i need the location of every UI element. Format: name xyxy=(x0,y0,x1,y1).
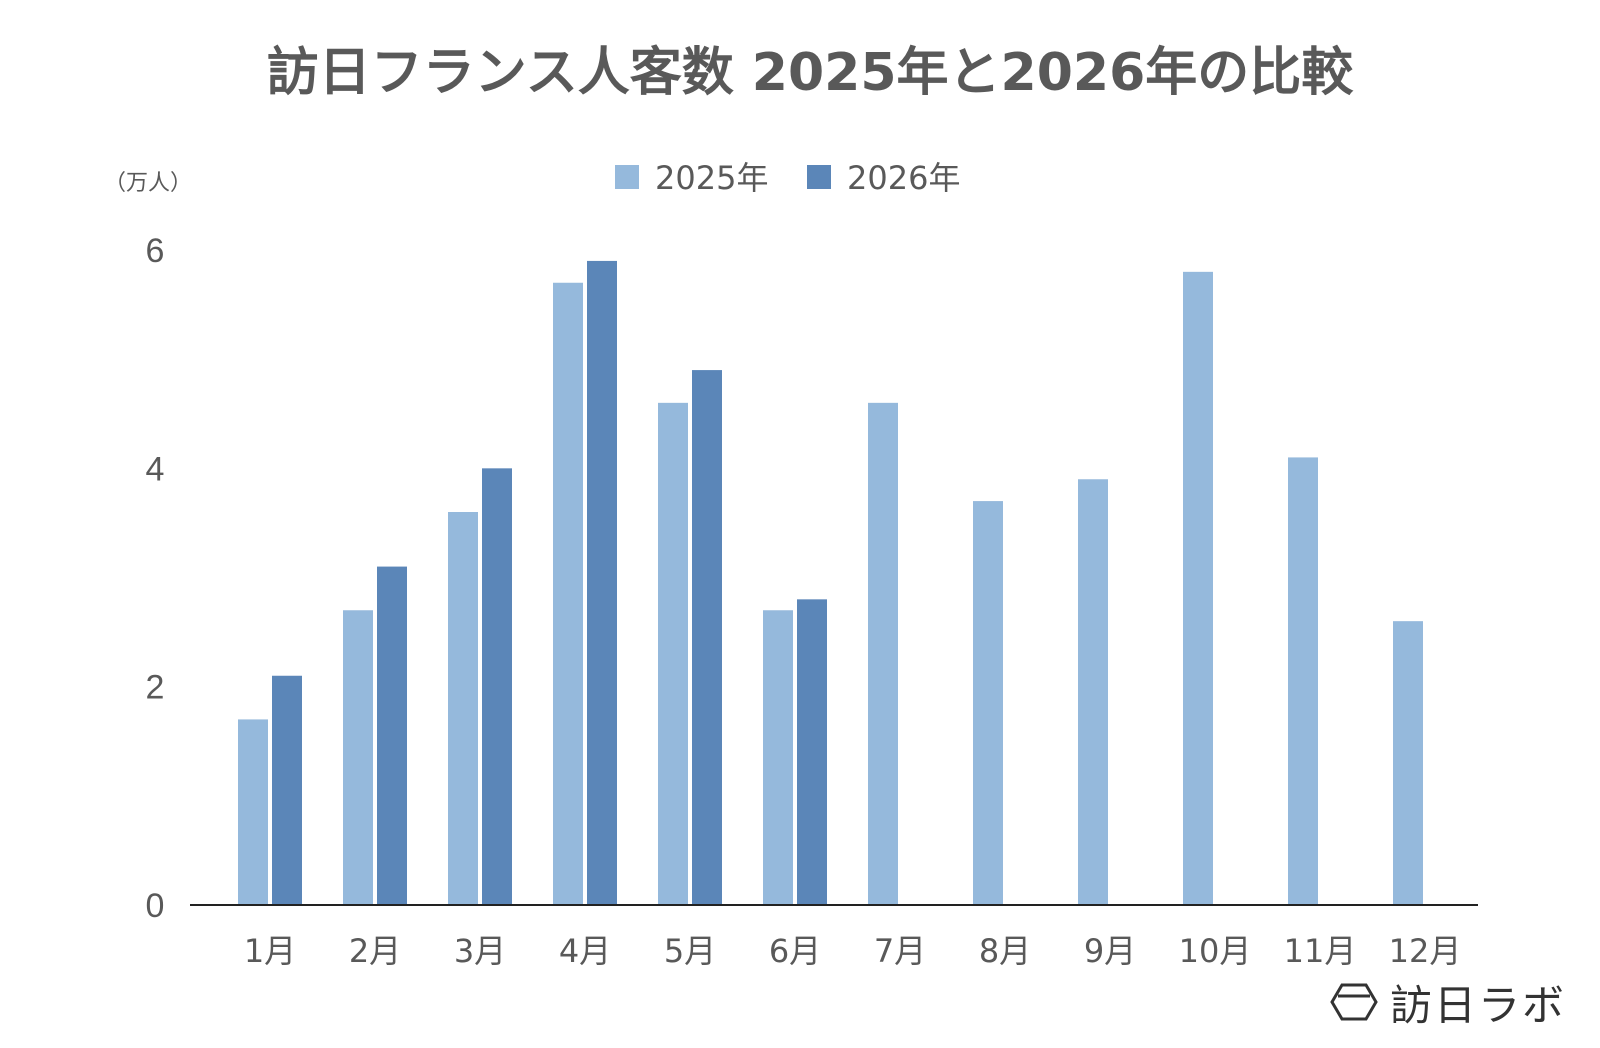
bar-2026年-1月 xyxy=(272,675,302,905)
x-tick-label: 3月 xyxy=(454,932,506,970)
x-tick-label: 6月 xyxy=(769,932,821,970)
bar-2025年-5月 xyxy=(658,402,688,905)
legend-label: 2026年 xyxy=(847,159,960,197)
x-tick-label: 10月 xyxy=(1179,932,1252,970)
bar-2025年-10月 xyxy=(1183,271,1213,905)
bar-2026年-4月 xyxy=(587,260,617,906)
bar-2025年-6月 xyxy=(763,610,793,905)
legend-label: 2025年 xyxy=(655,159,768,197)
y-tick-label: 6 xyxy=(146,232,165,270)
x-tick-label: 8月 xyxy=(979,932,1031,970)
chart-title: 訪日フランス人客数 2025年と2026年の比較 xyxy=(266,43,1354,103)
brand-logo: 訪日ラボ xyxy=(1330,974,1566,1030)
bar-2025年-11月 xyxy=(1288,457,1318,905)
y-axis-unit-label: （万人） xyxy=(104,171,192,196)
legend: 2025年 2026年 xyxy=(615,159,960,197)
x-tick-label: 4月 xyxy=(559,932,611,970)
bar-2025年-1月 xyxy=(238,719,268,905)
bar-2026年-3月 xyxy=(482,468,512,905)
x-axis-labels: 1月 2月 3月 4月 5月 6月 7月 8月 9月 10月 11月 12月 xyxy=(244,932,1462,970)
bar-2025年-3月 xyxy=(448,512,478,905)
legend-swatch-2026年 xyxy=(807,165,831,189)
y-tick-label: 0 xyxy=(146,887,165,925)
x-tick-label: 12月 xyxy=(1389,932,1462,970)
brand-name: 訪日ラボ xyxy=(1389,980,1566,1030)
bars xyxy=(238,260,1423,906)
bar-2026年-5月 xyxy=(692,370,722,905)
hexagon-logo-icon xyxy=(1330,983,1378,1021)
bar-2025年-4月 xyxy=(553,282,583,905)
legend-swatch-2025年 xyxy=(615,165,639,189)
bar-2025年-12月 xyxy=(1393,621,1423,905)
bar-2025年-2月 xyxy=(343,610,373,905)
x-tick-label: 5月 xyxy=(664,932,716,970)
x-tick-label: 11月 xyxy=(1284,932,1357,970)
x-tick-label: 1月 xyxy=(244,932,296,970)
bar-2026年-2月 xyxy=(377,566,407,905)
bar-2025年-7月 xyxy=(868,402,898,905)
x-tick-label: 2月 xyxy=(349,932,401,970)
x-tick-label: 7月 xyxy=(874,932,926,970)
bar-2026年-6月 xyxy=(797,599,827,905)
y-tick-label: 4 xyxy=(146,450,165,488)
bar-2025年-8月 xyxy=(973,501,1003,905)
bar-2025年-9月 xyxy=(1078,479,1108,905)
y-axis-ticks: 0 2 4 6 xyxy=(146,232,165,925)
y-tick-label: 2 xyxy=(146,669,165,707)
x-tick-label: 9月 xyxy=(1084,932,1136,970)
